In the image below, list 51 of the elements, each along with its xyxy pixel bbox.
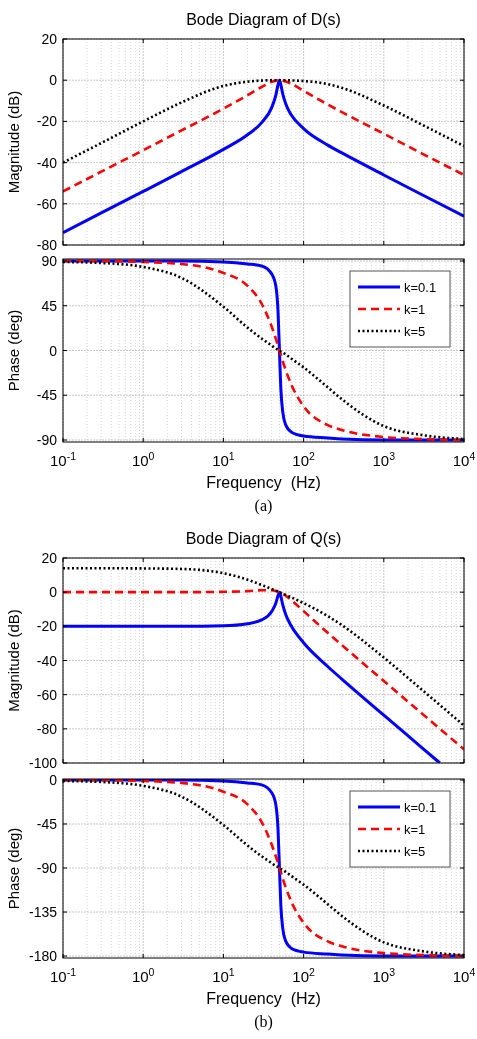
chart-title: Bode Diagram of Q(s) (185, 530, 342, 547)
y-tick-label: -80 (36, 237, 58, 253)
y-axis-title: Magnitude (dB) (5, 609, 22, 712)
x-tick-label: 10$^{1}$ (212, 450, 235, 469)
y-axis-title: Magnitude (dB) (5, 90, 22, 194)
legend-label: k=1 (404, 822, 426, 837)
y-tick-label: -135 (28, 904, 58, 921)
x-tick-label: 10$^{3}$ (372, 966, 396, 985)
y-tick-label: 90 (41, 252, 58, 269)
x-tick-label: 10$^{4}$ (452, 450, 476, 469)
y-tick-label: -60 (36, 195, 58, 212)
x-axis-title: Frequency (Hz) (206, 474, 321, 491)
legend-label: k=0.1 (404, 800, 437, 815)
y-tick-label: -40 (36, 652, 58, 669)
x-tick-label: 10$^{0}$ (131, 450, 155, 469)
y-tick-label: -60 (36, 686, 58, 703)
legend-label: k=5 (404, 324, 426, 339)
y-tick-label: -45 (36, 387, 58, 404)
y-tick-label: 0 (49, 771, 58, 788)
y-axis-title: Phase (deg) (5, 309, 22, 392)
x-axis-title: Frequency (Hz) (206, 990, 321, 1007)
x-tick-label: 10$^{2}$ (292, 450, 316, 469)
legend-label: k=0.1 (404, 280, 437, 295)
y-tick-label: 20 (41, 31, 58, 47)
y-tick-label: 0 (49, 584, 58, 601)
text: (a) (254, 497, 273, 515)
chart-title: Bode Diagram of D(s) (186, 11, 341, 28)
y-axis-title: Phase (deg) (5, 827, 22, 910)
x-tick-label: 10$^{1}$ (212, 966, 235, 985)
y-tick-label: 0 (49, 72, 58, 89)
legend-label: k=5 (404, 844, 426, 859)
y-tick-label: -100 (28, 755, 58, 771)
y-tick-label: -40 (36, 154, 58, 171)
x-tick-label: 10$^{-1}$ (49, 450, 77, 469)
y-tick-label: 0 (49, 342, 58, 359)
y-tick-label: -20 (36, 113, 58, 130)
y-tick-label: -20 (36, 618, 58, 635)
x-tick-label: 10$^{0}$ (131, 966, 155, 985)
y-tick-label: -180 (28, 948, 58, 965)
y-tick-label: -90 (36, 432, 58, 449)
y-tick-label: 20 (41, 550, 58, 566)
y-tick-label: -45 (36, 815, 58, 832)
text: (b) (254, 1013, 273, 1031)
x-tick-label: 10$^{2}$ (292, 966, 316, 985)
y-tick-label: -80 (36, 720, 58, 737)
x-tick-label: 10$^{4}$ (452, 966, 476, 985)
x-tick-label: 10$^{-1}$ (49, 966, 77, 985)
y-tick-label: -90 (36, 860, 58, 877)
x-tick-label: 10$^{3}$ (372, 450, 396, 469)
y-tick-label: 45 (41, 297, 58, 314)
legend-label: k=1 (404, 302, 426, 317)
